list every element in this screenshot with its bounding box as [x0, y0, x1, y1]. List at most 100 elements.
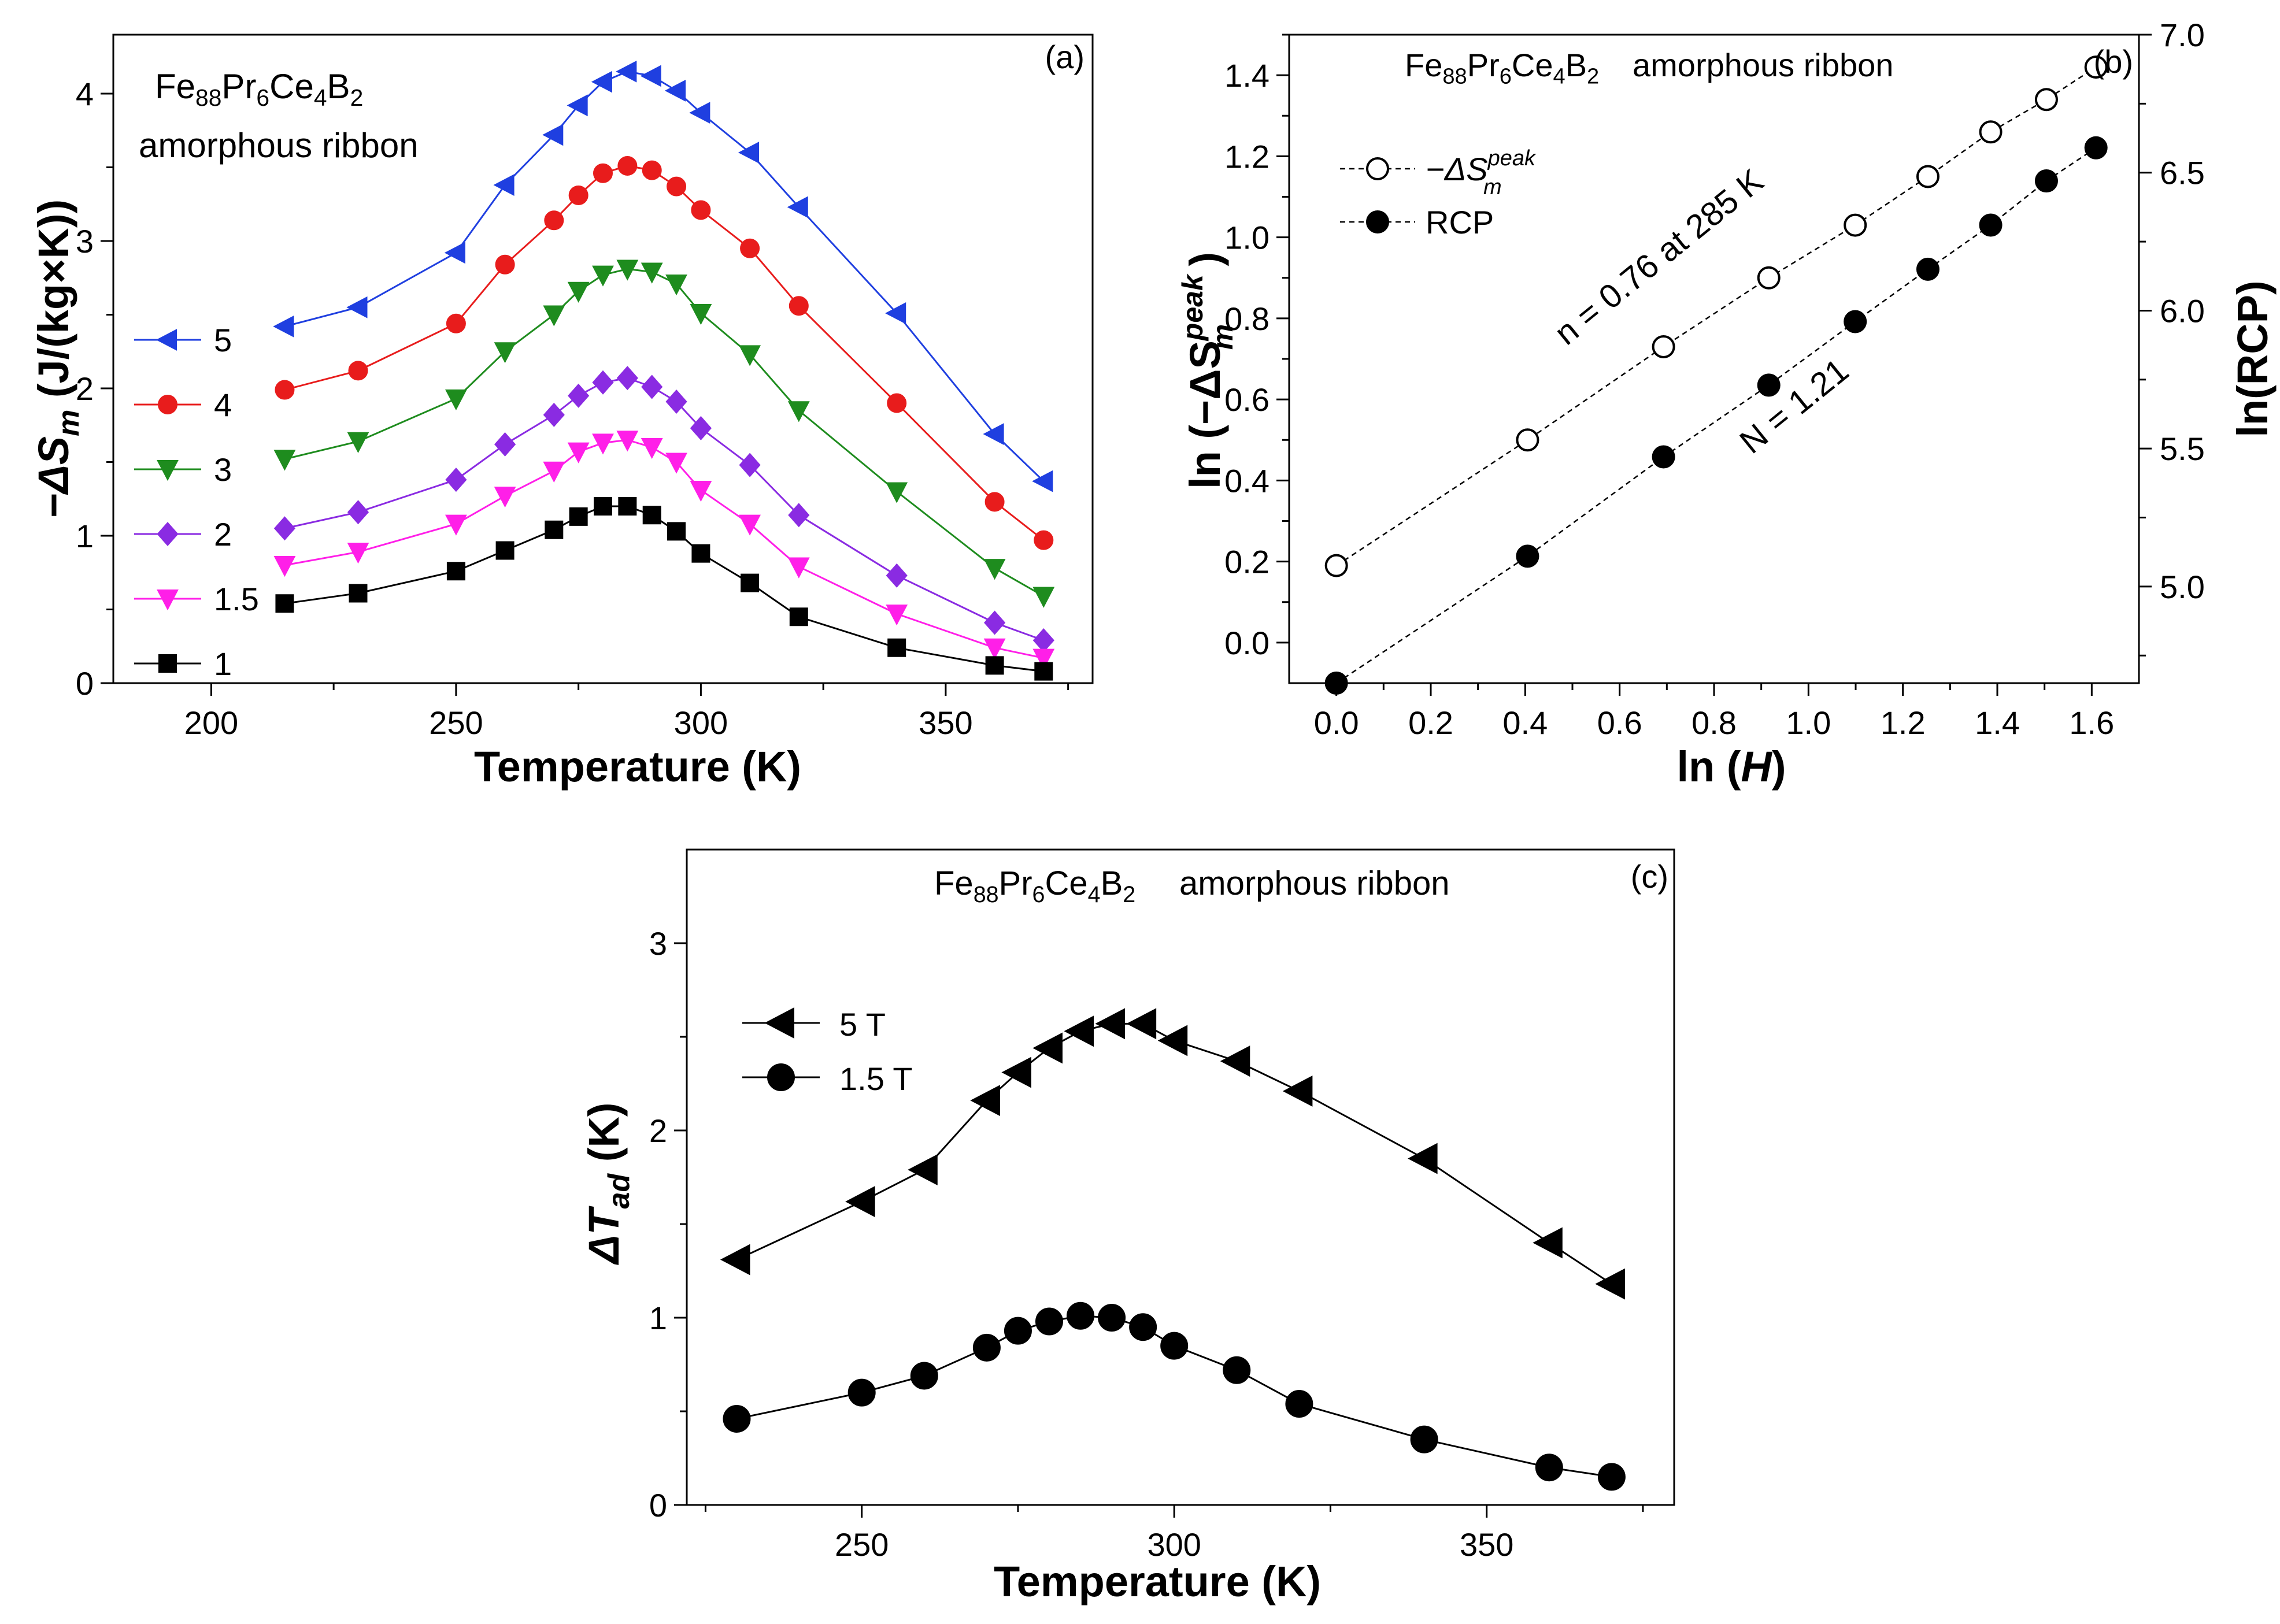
panel-label: (a) [1045, 39, 1085, 75]
data-point [691, 200, 711, 220]
data-point [543, 461, 565, 483]
legend-item: −ΔSpeak m [1340, 146, 1537, 199]
data-point [2034, 169, 2058, 193]
panel-a: 200 250 300 350 0 1 2 3 4 5 4 3 2 1.5 1 Fe88Pr6Ce4B2 amo… [29, 34, 1094, 791]
legend-marker [158, 654, 177, 673]
legend-item: RCP [1340, 204, 1494, 240]
data-point [273, 315, 294, 338]
legend-item: 1.5 [134, 581, 259, 617]
data-point [665, 389, 687, 414]
y-right-tick-label: 6.5 [2160, 155, 2205, 191]
x-tick-label: 350 [1460, 1526, 1513, 1563]
legend-item: 1.5 T [742, 1061, 913, 1097]
data-point [845, 1186, 875, 1218]
y-tick-label: 0.0 [1224, 625, 1269, 661]
data-point [984, 610, 1006, 635]
y-tick-label: 0.8 [1224, 301, 1269, 337]
series-5-T [720, 1008, 1625, 1300]
x-tick-label: 0.4 [1502, 705, 1548, 741]
series-1 [275, 497, 1053, 681]
data-point [787, 196, 808, 218]
data-point [1285, 1390, 1313, 1418]
legend-marker [156, 329, 177, 351]
series-1.5 [273, 431, 1055, 670]
data-point [273, 556, 296, 577]
series-dsm-peak [1324, 55, 2108, 577]
data-point [1410, 1425, 1438, 1454]
x-tick-label: 0.6 [1597, 705, 1642, 741]
data-point [886, 605, 908, 626]
data-point [494, 487, 516, 508]
data-point [616, 431, 639, 452]
data-point [739, 514, 761, 536]
x-tick-label: 0.0 [1314, 705, 1359, 741]
y-tick-label: 1.2 [1224, 138, 1269, 175]
data-point [1160, 1332, 1189, 1360]
legend-marker [158, 395, 177, 414]
y-right-axis-title: ln(RCP) [2229, 280, 2277, 437]
data-point [594, 497, 612, 516]
fit-label-N: N = 1.21 [1733, 351, 1856, 461]
y-tick-label: 2 [76, 370, 94, 407]
series-rcp [1324, 136, 2108, 695]
data-point [567, 442, 590, 464]
data-point [1408, 1143, 1438, 1174]
data-point [642, 506, 661, 525]
y-axis-title: ΔTad (K) [580, 1103, 636, 1266]
legend-label: 1.5 T [839, 1061, 913, 1097]
fit-label-n: n = 0.76 at 285 K [1548, 162, 1771, 353]
y-tick-label: 0.4 [1224, 462, 1269, 499]
data-point [788, 503, 810, 528]
data-point [1535, 1454, 1563, 1482]
data-point [349, 584, 368, 603]
data-point [346, 296, 368, 318]
data-point [690, 480, 712, 502]
data-point [542, 124, 564, 146]
data-point [983, 423, 1004, 445]
data-point [445, 514, 467, 536]
series-line [284, 439, 1044, 659]
data-point [1282, 1076, 1313, 1107]
y-tick-label: 0.6 [1224, 381, 1269, 418]
data-point [1034, 662, 1053, 681]
data-point [348, 361, 368, 381]
y-right-tick-label: 5.5 [2160, 431, 2205, 467]
data-point [618, 497, 637, 516]
x-tick-label: 0.2 [1408, 705, 1453, 741]
data-point [347, 500, 369, 525]
data-point [1032, 587, 1055, 608]
data-point [1324, 554, 1348, 577]
x-tick-label: 1.2 [1881, 705, 1926, 741]
y-tick-label: 1.4 [1224, 57, 1269, 94]
data-point [446, 313, 466, 333]
data-point [1064, 1015, 1094, 1047]
data-point [985, 656, 1004, 675]
x-tick-label: 350 [919, 705, 972, 741]
series-line [284, 377, 1044, 642]
data-point [1757, 266, 1781, 290]
data-point [1652, 445, 1675, 469]
y-axis-title: ln (−ΔSpeakm) [1176, 252, 1239, 489]
y-tick-label: 1 [76, 518, 94, 554]
data-point [642, 160, 662, 180]
y-tick-label: 0.2 [1224, 544, 1269, 580]
legend-label: −ΔSpeak m [1426, 146, 1537, 199]
data-point [664, 79, 686, 102]
data-point [690, 416, 712, 440]
x-tick-label: 300 [1147, 1526, 1201, 1563]
y-axis-title: −ΔSm (J/(kg×K)) [29, 199, 86, 518]
data-point [1916, 257, 1940, 281]
data-point [592, 433, 614, 455]
annotation-formula: Fe88Pr6Ce4B2 [934, 865, 1135, 907]
data-point [616, 60, 637, 83]
x-tick-label: 250 [429, 705, 483, 741]
data-point [910, 1362, 938, 1390]
panel-c: 250 300 350 0 1 2 3 5 T 1.5 T Fe88Pr6Ce4B2 amorpho… [580, 848, 1675, 1606]
data-point [667, 176, 687, 196]
x-tick-label: 1.4 [1975, 705, 2020, 741]
data-point [273, 516, 296, 541]
data-point [640, 65, 661, 87]
x-axis-title: Temperature (K) [994, 1558, 1321, 1606]
y-right-tick-label: 6.0 [2160, 292, 2205, 329]
